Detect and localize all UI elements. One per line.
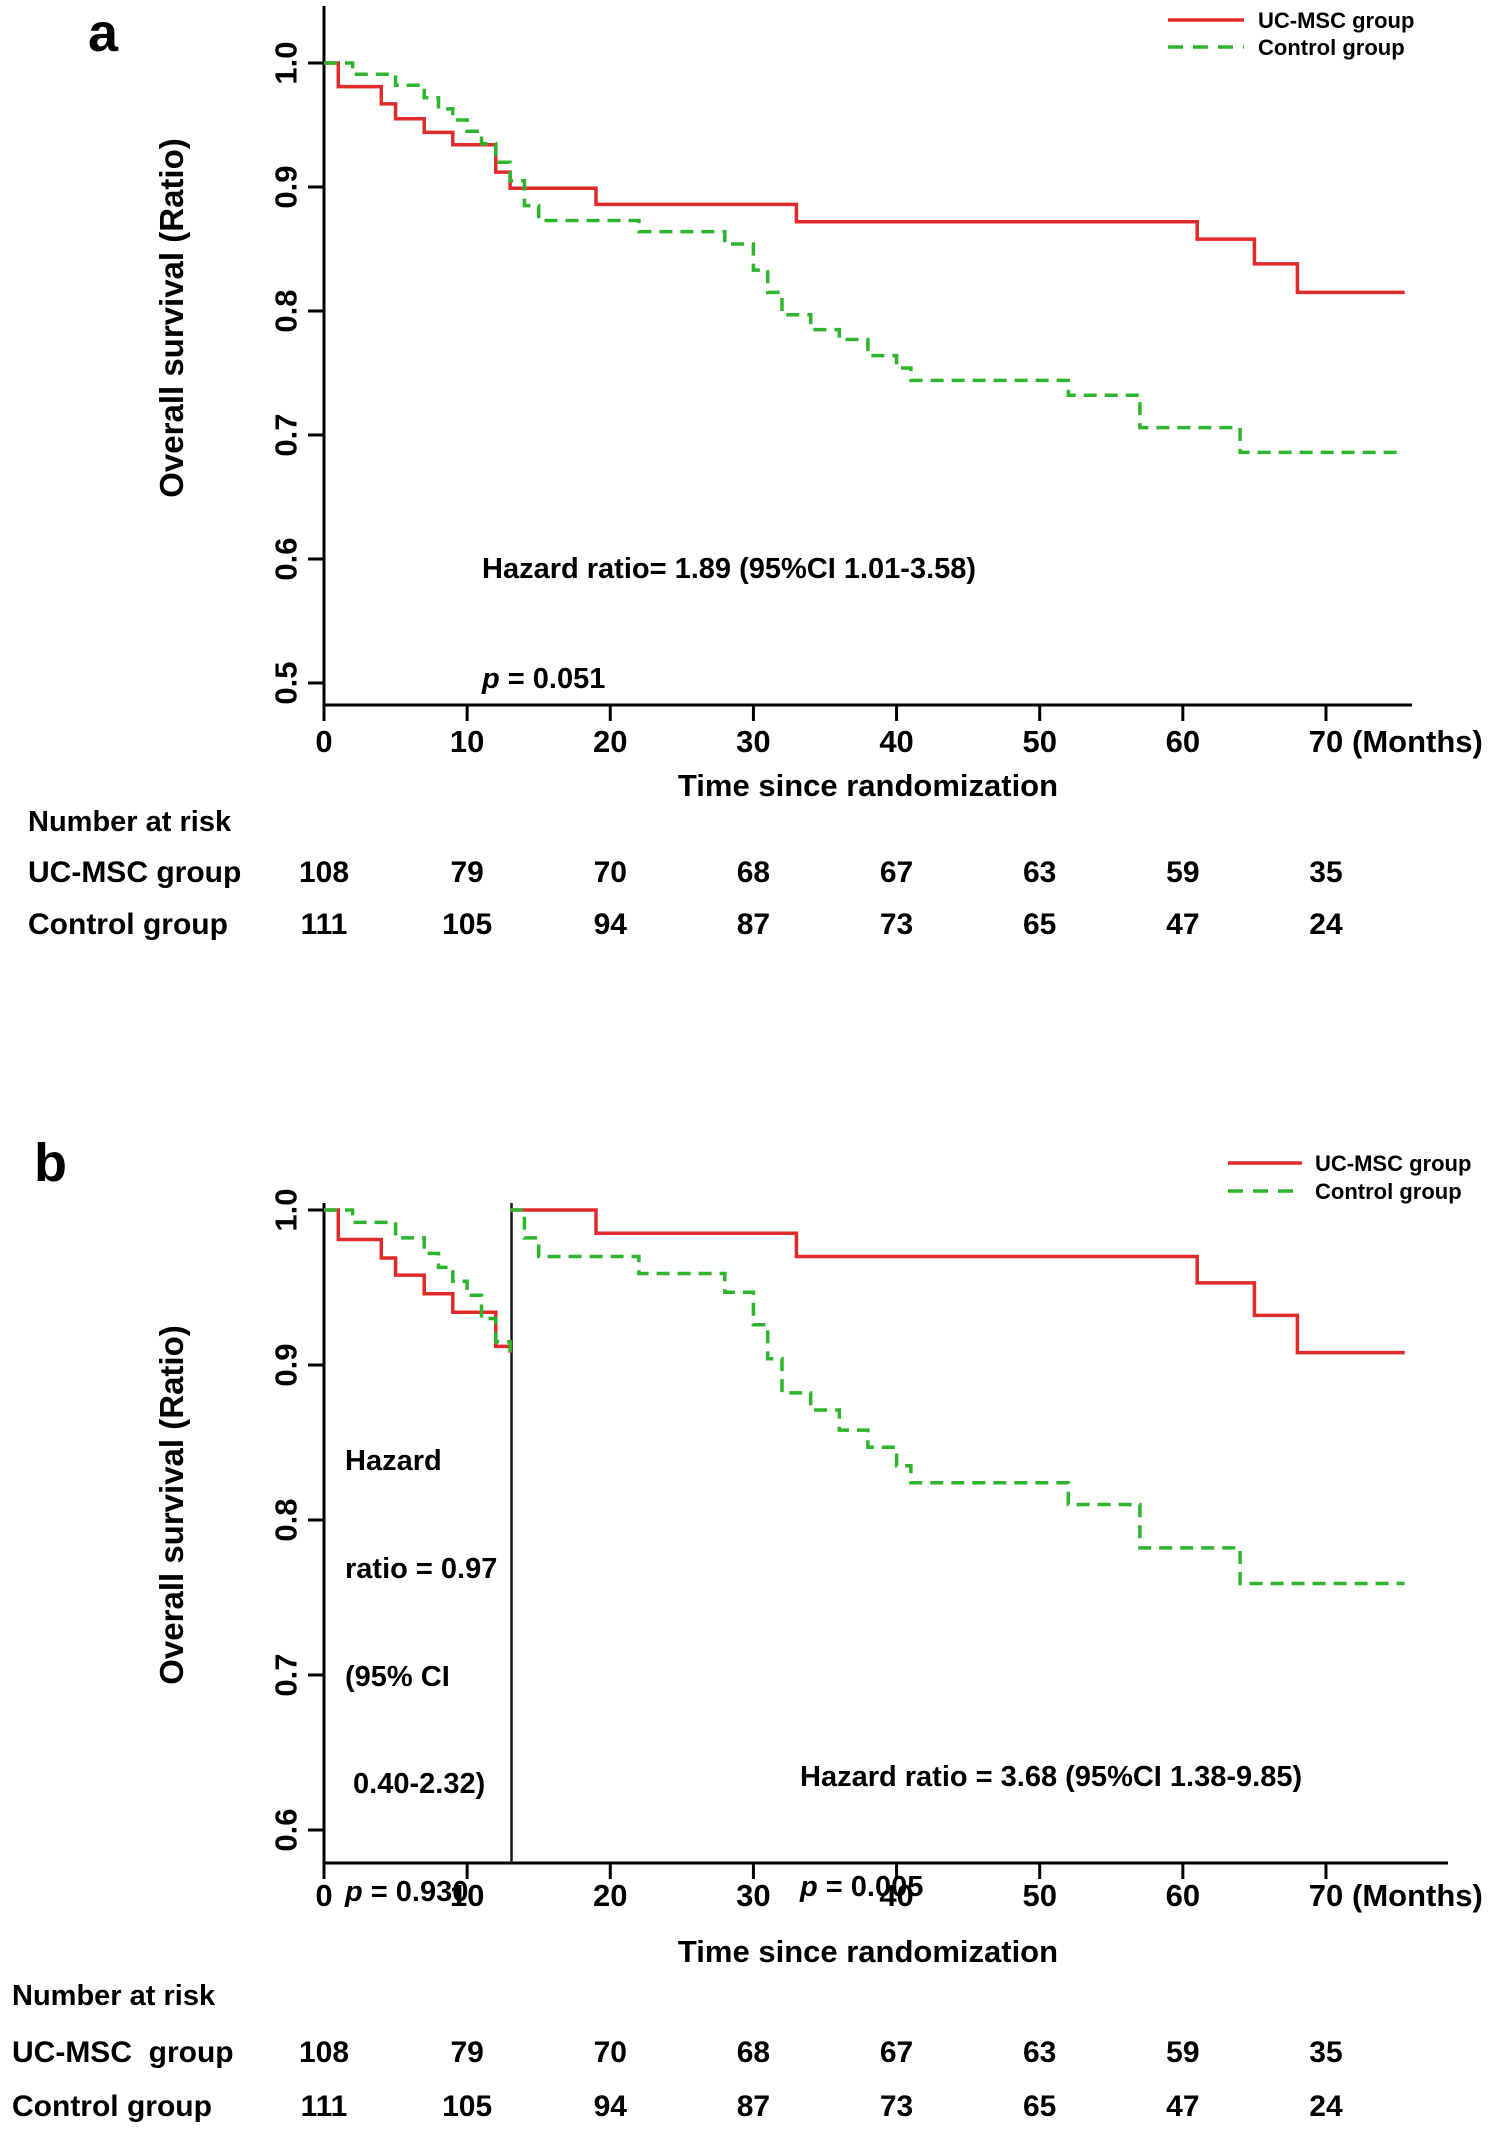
x-tick-label: 70	[1309, 724, 1343, 759]
x-tick-label: 30	[736, 724, 770, 759]
x-tick-label: 20	[593, 1878, 627, 1913]
risk-count: 70	[593, 2036, 627, 2069]
risk-count: 65	[1023, 2090, 1057, 2123]
x-tick-label: 10	[450, 724, 484, 759]
risk-count: 63	[1023, 2036, 1057, 2069]
chart-svg-a: 1.0 0.9 0.8 0.7 0.6 0.5 0 10 20 30 40 50 60 70 (Months…	[269, 6, 1483, 759]
annotation-line: Hazard ratio = 3.68 (95%CI 1.38-9.85)	[800, 1761, 1303, 1794]
risk-count: 87	[736, 908, 771, 941]
legend-label: Control group	[1315, 1179, 1462, 1204]
y-tick-label: 0.8	[269, 1498, 304, 1541]
risk-count: 111	[300, 908, 348, 941]
risk-count: 70	[593, 856, 627, 889]
risk-count: 35	[1309, 856, 1343, 889]
y-tick-label: 1.0	[269, 41, 304, 84]
risk-count: 35	[1309, 2036, 1343, 2069]
x-axis-title-a: Time since randomization	[677, 768, 1059, 803]
y-tick-label: 0.9	[269, 165, 304, 208]
y-tick-label: 0.7	[269, 413, 304, 456]
annotation-line: 0.40-2.32)	[345, 1768, 486, 1801]
x-tick-label: 50	[1022, 724, 1056, 759]
series-control-group	[324, 61, 1405, 455]
risk-count: 67	[879, 2036, 914, 2069]
risk-row-label: UC-MSC group	[28, 856, 242, 889]
risk-count: 59	[1166, 2036, 1200, 2069]
x-tick-label: 50	[1022, 1878, 1056, 1913]
x-tick-label: 60	[1166, 1878, 1200, 1913]
risk-table-header: Number at risk	[12, 1980, 216, 2012]
risk-count: 111	[300, 2090, 348, 2123]
x-tick-label: 70	[1309, 1878, 1343, 1913]
risk-count: 63	[1023, 856, 1057, 889]
y-tick-label: 0.7	[269, 1653, 304, 1696]
x-axis-unit: (Months)	[1352, 724, 1483, 759]
panel-label-a: a	[88, 3, 119, 63]
y-tick-label: 0.5	[269, 661, 304, 704]
x-tick-label: 30	[736, 1878, 770, 1913]
x-axis-title-b: Time since randomization	[677, 1934, 1059, 1969]
risk-count: 67	[879, 856, 914, 889]
risk-count: 24	[1309, 2090, 1343, 2123]
series-uc-msc-group	[324, 61, 1405, 295]
y-tick-label: 0.6	[269, 1808, 304, 1851]
annotation-line: Hazard	[345, 1444, 442, 1477]
risk-count: 94	[593, 2090, 627, 2123]
risk-count: 73	[879, 2090, 914, 2123]
annotation-line: Hazard ratio= 1.89 (95%CI 1.01-3.58)	[482, 553, 977, 586]
risk-count: 79	[450, 2036, 484, 2069]
x-tick-label: 10	[450, 1878, 484, 1913]
x-tick-label: 40	[879, 1878, 913, 1913]
risk-count: 105	[442, 908, 493, 941]
risk-table-header: Number at risk	[28, 806, 232, 838]
x-tick-label: 20	[593, 724, 627, 759]
legend-label: UC-MSC group	[1315, 1151, 1471, 1176]
risk-count: 24	[1309, 908, 1343, 941]
risk-count: 79	[450, 856, 484, 889]
risk-count: 68	[736, 2036, 771, 2069]
x-tick-label: 60	[1166, 724, 1200, 759]
legend-label: UC-MSC group	[1258, 8, 1414, 33]
legend-label: Control group	[1258, 35, 1405, 60]
risk-row-label: UC-MSC group	[12, 2036, 234, 2069]
chart-svg-b: 1.0 0.9 0.8 0.7 0.6 0 10 20 30 40 50 60 70 (Months) UC…	[269, 1151, 1483, 1913]
annotation-pvalue: p = 0.930	[345, 1876, 469, 1909]
y-tick-label: 1.0	[269, 1188, 304, 1231]
risk-count: 108	[298, 856, 350, 889]
risk-count: 59	[1166, 856, 1200, 889]
annotation-hr-a: Hazard ratio= 1.89 (95%CI 1.01-3.58) p =…	[482, 478, 976, 770]
y-tick-label: 0.6	[269, 537, 304, 580]
risk-count: 47	[1166, 908, 1200, 941]
risk-count: 105	[442, 2090, 493, 2123]
risk-count: 87	[736, 2090, 771, 2123]
risk-count: 73	[879, 908, 914, 941]
risk-count: 108	[298, 2036, 350, 2069]
x-axis-unit: (Months)	[1352, 1878, 1483, 1913]
series-uc-msc-group	[510, 1208, 1405, 1355]
panel-label-b: b	[34, 1133, 67, 1193]
annotation-hr-b-right: Hazard ratio = 3.68 (95%CI 1.38-9.85) p …	[800, 1686, 1302, 1978]
risk-count: 94	[593, 908, 627, 941]
series-control-group	[324, 1208, 512, 1358]
risk-count: 47	[1166, 2090, 1200, 2123]
risk-row-label: Control group	[12, 2090, 212, 2123]
x-tick-label: 40	[879, 724, 913, 759]
annotation-pvalue: p = 0.005	[800, 1870, 924, 1903]
y-tick-label: 0.9	[269, 1343, 304, 1386]
annotation-line: (95% CI	[345, 1660, 450, 1693]
x-tick-label: 0	[315, 724, 332, 759]
series-control-group	[510, 1208, 1405, 1586]
series-uc-msc-group	[324, 1208, 512, 1353]
y-tick-label: 0.8	[269, 289, 304, 332]
risk-row-label: Control group	[28, 908, 228, 941]
risk-count: 68	[736, 856, 771, 889]
annotation-line: ratio = 0.97	[345, 1552, 498, 1585]
risk-count: 65	[1023, 908, 1057, 941]
annotation-hr-b-left: Hazard ratio = 0.97 (95% CI 0.40-2.32) p…	[345, 1372, 497, 1983]
x-tick-label: 0	[315, 1878, 332, 1913]
annotation-pvalue: p = 0.051	[482, 662, 606, 695]
